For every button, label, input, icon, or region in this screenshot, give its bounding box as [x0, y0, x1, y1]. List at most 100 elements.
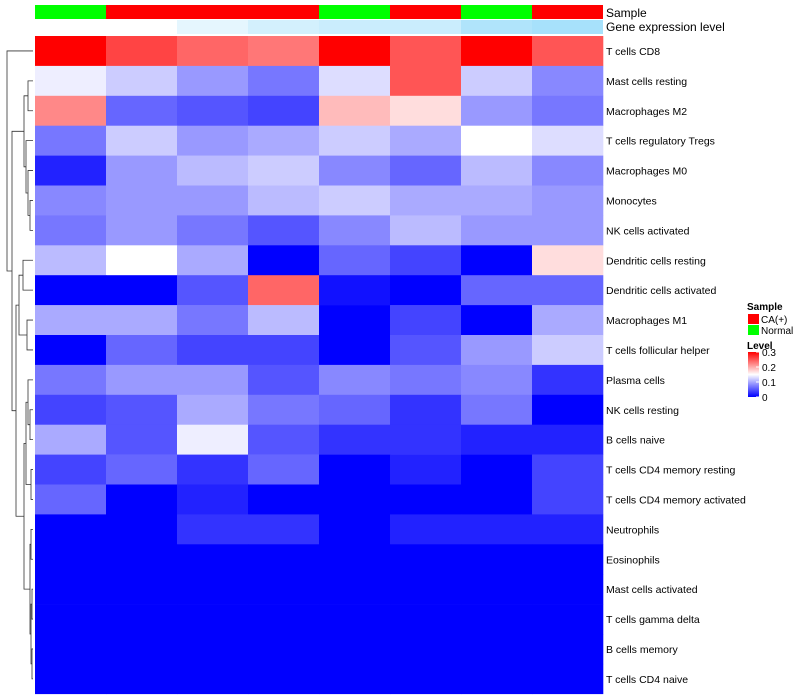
heatmap-cell — [532, 364, 604, 396]
heatmap-cell — [177, 604, 249, 635]
dendrogram-branch — [31, 588, 33, 620]
heatmap-cell — [35, 65, 107, 97]
heatmap-cell — [35, 185, 107, 216]
row-label: Macrophages M2 — [606, 106, 687, 118]
heatmap-cell — [532, 394, 604, 425]
heatmap-cell — [532, 245, 604, 276]
expression-annotation-cell — [35, 20, 106, 34]
heatmap-cell — [248, 245, 320, 276]
heatmap-cell — [177, 245, 249, 276]
sample-annotation-cell — [390, 5, 461, 19]
heatmap-cell — [532, 663, 604, 695]
heatmap-cell — [35, 514, 107, 545]
heatmap-cell — [106, 245, 178, 276]
dendrogram-branch — [15, 304, 24, 517]
row-label: B cells naive — [606, 435, 665, 447]
dendrogram-branch — [31, 648, 33, 680]
heatmap-cell — [35, 424, 107, 455]
heatmap-cell — [532, 424, 604, 455]
heatmap-cell — [248, 275, 320, 306]
heatmap-cell — [106, 335, 178, 366]
heatmap-cell — [319, 634, 391, 665]
heatmap-cell — [461, 155, 533, 186]
row-label: Eosinophils — [606, 554, 660, 566]
row-label: T cells CD4 memory activated — [606, 494, 746, 506]
heatmap-cell — [532, 544, 604, 575]
heatmap-cell — [461, 663, 533, 695]
heatmap-cell — [248, 394, 320, 425]
heatmap-cell — [319, 245, 391, 276]
heatmap-cell — [106, 305, 178, 336]
heatmap-cells — [35, 36, 604, 695]
heatmap-cell — [106, 574, 178, 605]
heatmap-cell — [35, 275, 107, 306]
level-tick-label: 0 — [762, 393, 768, 404]
heatmap-cell — [461, 95, 533, 126]
legend-level-gradient — [748, 352, 759, 397]
dendrogram-branch — [30, 528, 33, 560]
heatmap-cell — [390, 574, 462, 605]
heatmap-cell — [35, 95, 107, 126]
heatmap-cell — [177, 514, 249, 545]
level-tick-label: 0.1 — [762, 378, 776, 389]
heatmap-cell — [319, 275, 391, 306]
heatmap-cell — [532, 185, 604, 216]
heatmap-cell — [248, 155, 320, 186]
sample-annotation-cell — [319, 5, 390, 19]
heatmap-cell — [106, 634, 178, 665]
heatmap-cell — [177, 364, 249, 396]
heatmap-cell — [106, 275, 178, 306]
heatmap-cell — [532, 454, 604, 485]
heatmap-cell — [461, 574, 533, 605]
dendrogram-branch — [30, 469, 33, 500]
sample-annotation-cell — [35, 5, 106, 19]
heatmap-cell — [177, 335, 249, 366]
heatmap-cell — [461, 634, 533, 665]
heatmap-cell — [177, 424, 249, 455]
row-label: Macrophages M0 — [606, 166, 687, 178]
heatmap-cell — [177, 305, 249, 336]
expression-annotation-cell — [106, 20, 177, 34]
heatmap-cell — [532, 634, 604, 665]
heatmap-cell — [390, 65, 462, 97]
legend-label-ca: CA(+) — [761, 315, 787, 326]
heatmap-cell — [390, 245, 462, 276]
dendrogram-branch — [22, 259, 33, 291]
heatmap-cell — [390, 394, 462, 425]
heatmap-cell — [35, 125, 107, 156]
heatmap-cell — [461, 424, 533, 455]
heatmap-cell — [390, 663, 462, 695]
heatmap-cell — [461, 305, 533, 336]
heatmap-cell — [106, 65, 178, 97]
heatmap-cell — [248, 544, 320, 575]
heatmap-cell — [319, 424, 391, 455]
heatmap-cell — [532, 95, 604, 126]
expression-annotation-cell — [532, 20, 603, 34]
heatmap-cell — [35, 544, 107, 575]
heatmap-cell — [106, 663, 178, 695]
heatmap-cell — [390, 424, 462, 455]
heatmap-cell — [248, 65, 320, 97]
heatmap-cell — [390, 484, 462, 515]
heatmap-cell — [532, 155, 604, 186]
heatmap-cell — [390, 36, 462, 67]
dendrogram-branch — [29, 200, 33, 231]
expression-annotation-cell — [177, 20, 248, 34]
legend-level-title: Level — [747, 341, 773, 352]
heatmap-cell — [319, 454, 391, 485]
heatmap-cell — [35, 604, 107, 635]
row-label: Macrophages M1 — [606, 315, 687, 327]
heatmap-cell — [532, 65, 604, 97]
heatmap-cell — [248, 364, 320, 396]
heatmap-cell — [461, 604, 533, 635]
heatmap-cell — [319, 95, 391, 126]
level-tick-label: 0.3 — [762, 348, 776, 359]
heatmap-cell — [177, 484, 249, 515]
row-label: NK cells resting — [606, 405, 679, 417]
heatmap-cell — [461, 36, 533, 67]
heatmap-cell — [35, 364, 107, 396]
heatmap-cell — [248, 604, 320, 635]
heatmap-cell — [461, 544, 533, 575]
heatmap-cell — [35, 454, 107, 485]
heatmap-cell — [532, 125, 604, 156]
